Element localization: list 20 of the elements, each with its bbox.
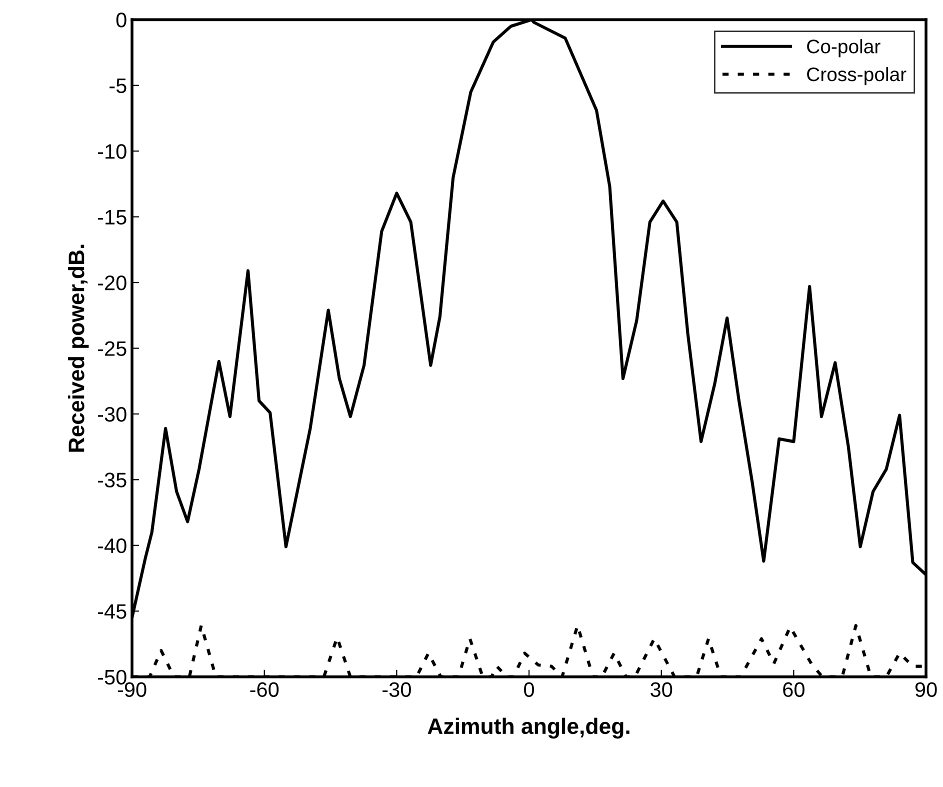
legend-label: Co-polar — [807, 39, 880, 58]
y-axis-title: Received power,dB. — [68, 244, 89, 452]
legend-label: Cross-polar — [807, 66, 906, 86]
y-tick-label: -20 — [98, 276, 126, 290]
x-tick-label: 30 — [650, 682, 672, 697]
y-tick-label: -15 — [98, 210, 126, 225]
y-tick-label: 0 — [116, 12, 126, 28]
y-tick-label: -25 — [98, 341, 126, 356]
x-tick-label: -30 — [382, 682, 411, 697]
y-tick-label: -5 — [110, 78, 126, 94]
y-tick-label: -40 — [98, 538, 126, 554]
y-tick-label: -10 — [98, 144, 126, 159]
x-tick-label: 0 — [524, 682, 534, 697]
y-tick-label: -45 — [98, 604, 126, 619]
x-tick-label: 60 — [783, 682, 804, 697]
y-tick-label: -30 — [98, 406, 126, 422]
y-tick-label: -35 — [98, 472, 126, 488]
x-tick-label: 90 — [915, 682, 937, 697]
x-axis-title: Azimuth angle,deg. — [428, 718, 630, 739]
x-tick-label: -60 — [250, 682, 279, 697]
